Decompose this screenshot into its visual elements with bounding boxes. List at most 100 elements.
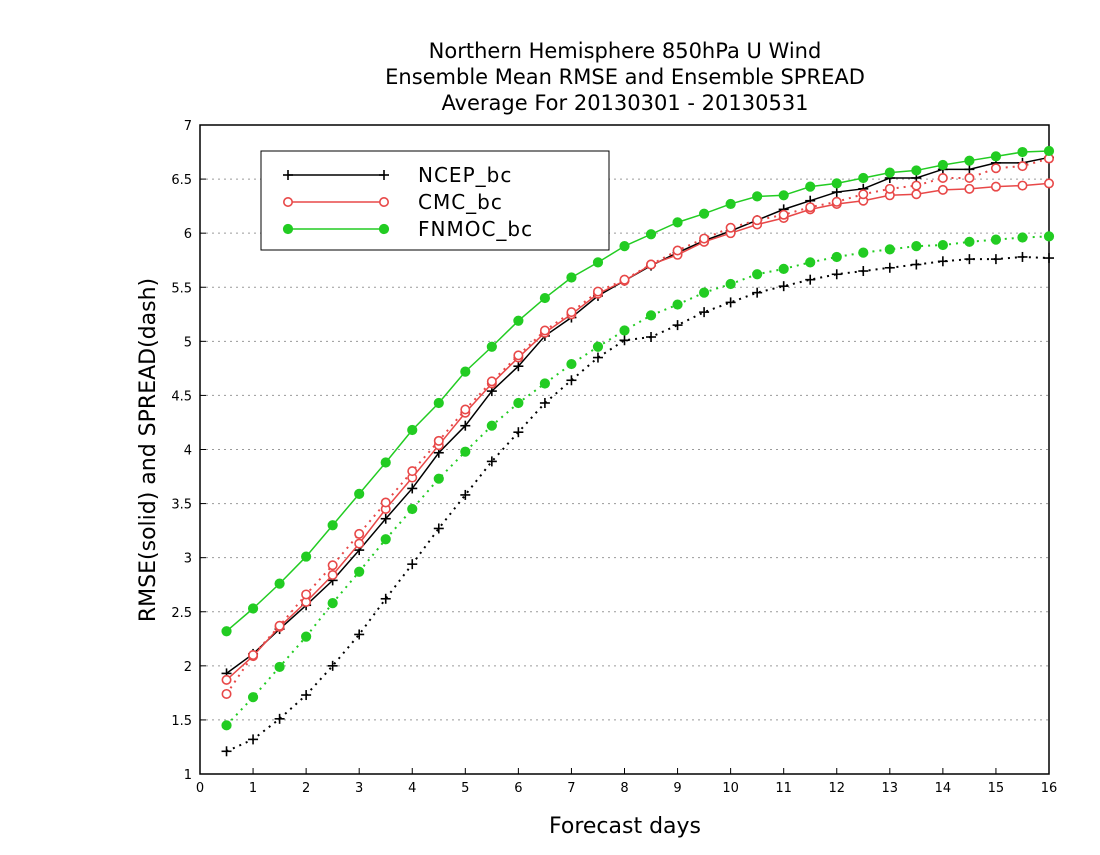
cmc-bc-rmse-point — [964, 183, 975, 194]
fnmoc-bc-spread-point — [964, 236, 975, 247]
ncep-bc-spread-point — [725, 297, 736, 308]
legend-item-cmc-bc: CMC_bc — [282, 190, 502, 214]
fnmoc-bc-rmse-point — [645, 229, 657, 240]
ncep-bc-spread-point — [884, 262, 895, 273]
cmc-bc-spread-point — [221, 688, 232, 699]
cmc-bc-spread-point — [699, 233, 710, 244]
fnmoc-bc-rmse-point — [725, 198, 736, 210]
ncep-bc-spread-point — [539, 397, 550, 408]
ncep-bc-spread-point — [486, 456, 497, 467]
cmc-bc-spread-point — [937, 173, 948, 184]
x-axis-title: Forecast days — [549, 814, 701, 839]
cmc-bc-spread-point — [301, 589, 312, 600]
grid-lines — [200, 178, 1049, 721]
cmc-bc-spread-point — [725, 222, 736, 233]
fnmoc-bc-spread-point — [460, 446, 471, 457]
legend-label: NCEP_bc — [418, 163, 512, 187]
y-tick-label: 5.5 — [171, 281, 192, 296]
chart-title: Northern Hemisphere 850hPa U WindEnsembl… — [385, 39, 865, 115]
legend: NCEP_bc CMC_bc FNMOC_bc — [260, 150, 610, 251]
chart-title-line: Northern Hemisphere 850hPa U Wind — [429, 39, 822, 63]
ncep-bc-spread-point — [858, 266, 869, 277]
ncep-bc-spread-point — [566, 375, 577, 386]
series-cmc-bc — [221, 153, 1055, 699]
ncep-bc-spread-point — [274, 713, 285, 724]
cmc-bc-rmse-point — [354, 538, 365, 549]
fnmoc-bc-rmse-point — [327, 520, 338, 531]
ncep-bc-spread-point — [778, 281, 789, 292]
x-tick-label: 2 — [302, 781, 310, 796]
fnmoc-bc-rmse-point — [433, 397, 444, 409]
y-tick-label: 6 — [184, 227, 192, 242]
fnmoc-bc-spread-point — [1017, 232, 1028, 243]
y-tick-label: 2 — [184, 660, 192, 675]
fnmoc-bc-rmse-point — [698, 208, 710, 219]
x-tick-label: 0 — [196, 781, 204, 796]
y-tick-label: 3 — [184, 552, 192, 567]
legend-marker — [282, 197, 293, 208]
x-tick-label: 10 — [722, 781, 739, 796]
fnmoc-bc-spread-point — [221, 720, 232, 731]
axes: 0 1 2 3 4 5 6 7 8 9 10 11 12 13 14 15 1611.522.533.544.5… — [171, 119, 1057, 796]
ncep-bc-spread-point — [380, 593, 391, 604]
legend-marker — [378, 197, 389, 208]
ncep-bc-spread-point — [460, 489, 471, 500]
ncep-bc-spread-point — [619, 335, 630, 346]
cmc-bc-spread-point — [672, 245, 683, 256]
fnmoc-bc-rmse-point — [247, 603, 259, 614]
y-axis-title: RMSE(solid) and SPREAD(dash) — [136, 278, 161, 622]
ncep-bc-spread-point — [672, 320, 683, 331]
fnmoc-bc-rmse-point — [513, 315, 524, 326]
cmc-bc-spread-point — [486, 376, 497, 387]
x-tick-label: 7 — [567, 781, 575, 796]
x-tick-label: 12 — [828, 781, 845, 796]
chart-title-line: Average For 20130301 - 20130531 — [441, 91, 808, 115]
series-group — [221, 145, 1055, 757]
cmc-bc-spread-point — [380, 497, 391, 508]
fnmoc-bc-spread-point — [592, 341, 604, 352]
cmc-bc-spread-point — [858, 189, 869, 200]
legend-marker — [378, 223, 390, 235]
ncep-bc-spread-point — [1044, 253, 1054, 264]
fnmoc-bc-rmse-point — [1017, 146, 1028, 158]
fnmoc-bc-rmse-point — [672, 217, 683, 228]
ncep-bc-spread-point — [699, 307, 710, 318]
fnmoc-bc-spread-point — [990, 234, 1002, 245]
fnmoc-bc-spread-point — [247, 692, 259, 703]
cmc-bc-spread-point — [566, 307, 577, 318]
cmc-bc-spread-point — [248, 650, 259, 661]
y-tick-label: 1 — [184, 768, 192, 783]
fnmoc-bc-rmse-point — [884, 167, 895, 178]
x-tick-label: 11 — [775, 781, 792, 796]
fnmoc-bc-rmse-point — [752, 191, 763, 202]
fnmoc-bc-rmse-point — [805, 181, 816, 192]
fnmoc-bc-rmse-point — [1043, 145, 1055, 157]
cmc-bc-spread-point — [884, 183, 895, 194]
cmc-bc-spread-point — [964, 173, 975, 184]
cmc-bc-spread-point — [1017, 161, 1028, 172]
fnmoc-bc-spread-point — [752, 269, 763, 280]
x-tick-label: 1 — [249, 781, 257, 796]
legend-item-fnmoc-bc: FNMOC_bc — [282, 217, 532, 241]
cmc-bc-spread-point — [539, 325, 550, 336]
fnmoc-bc-spread-point — [858, 247, 869, 258]
ncep-bc-spread-point — [221, 746, 232, 757]
fnmoc-bc-rmse-point — [778, 190, 789, 201]
fnmoc-bc-rmse-point — [221, 626, 232, 637]
fnmoc-bc-rmse-point — [486, 341, 497, 352]
fnmoc-bc-spread-point — [911, 241, 922, 252]
y-tick-label: 4.5 — [171, 389, 192, 404]
cmc-bc-rmse-point — [327, 569, 338, 580]
fnmoc-bc-spread-point — [513, 397, 524, 409]
x-tick-label: 13 — [882, 781, 899, 796]
cmc-bc-spread-point — [592, 286, 603, 297]
cmc-bc-spread-point — [433, 435, 444, 446]
fnmoc-bc-rmse-point — [539, 292, 551, 304]
cmc-bc-spread-point — [778, 209, 789, 220]
chart-title-line: Ensemble Mean RMSE and Ensemble SPREAD — [385, 65, 865, 89]
x-tick-label: 9 — [673, 781, 681, 796]
fnmoc-bc-spread-point — [698, 287, 710, 298]
fnmoc-bc-spread-point — [566, 358, 577, 370]
ncep-bc-spread-point — [990, 254, 1001, 265]
